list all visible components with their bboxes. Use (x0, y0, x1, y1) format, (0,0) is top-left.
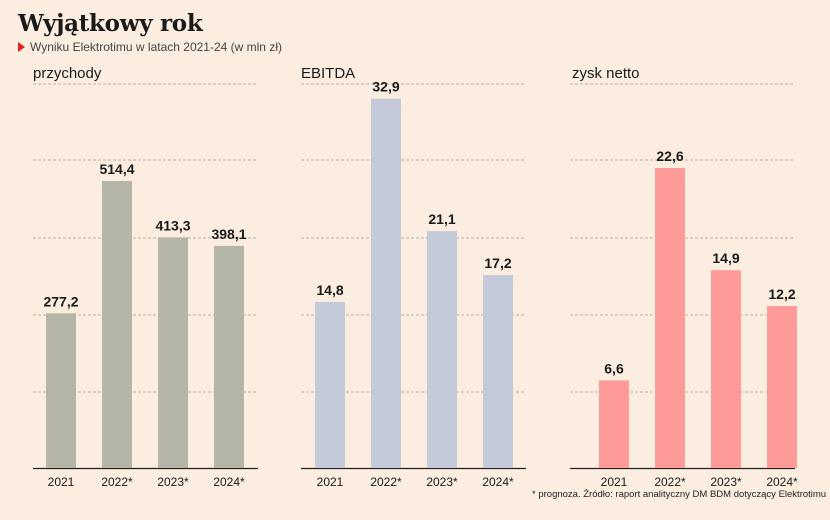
tick-label-przychody-2023: 2023* (157, 475, 189, 489)
value-label-zysk-netto-2024: 12,2 (768, 286, 795, 302)
bar-zysk-netto-2024 (767, 306, 797, 468)
value-label-ebitda-2021: 14,8 (316, 282, 343, 298)
tick-label-ebitda-2023: 2023* (426, 475, 458, 489)
value-label-ebitda-2023: 21,1 (428, 211, 455, 227)
value-label-przychody-2022: 514,4 (99, 161, 134, 177)
bar-przychody-2023 (158, 237, 188, 468)
footnote: * prognoza. Źródło: raport analityczny D… (532, 489, 827, 500)
bar-przychody-2024 (214, 245, 244, 468)
bar-przychody-2021 (46, 313, 76, 468)
tick-label-ebitda-2021: 2021 (317, 475, 344, 489)
value-label-ebitda-2024: 17,2 (484, 255, 511, 271)
tick-label-zysk-netto-2024: 2024* (766, 475, 798, 489)
tick-label-ebitda-2022: 2022* (370, 475, 402, 489)
tick-label-przychody-2021: 2021 (48, 475, 75, 489)
bar-przychody-2022 (102, 180, 132, 468)
subtitle-text: Wyniku Elektrotimu w latach 2021-24 (w m… (30, 40, 282, 54)
chart-title: Wyjątkowy rok (18, 10, 203, 37)
chart-subtitle: Wyniku Elektrotimu w latach 2021-24 (w m… (18, 40, 282, 54)
tick-label-zysk-netto-2021: 2021 (601, 475, 628, 489)
value-label-przychody-2024: 398,1 (211, 226, 246, 242)
value-label-przychody-2021: 277,2 (43, 293, 78, 309)
tick-label-zysk-netto-2022: 2022* (654, 475, 686, 489)
bar-zysk-netto-2023 (711, 270, 741, 468)
bar-zysk-netto-2022 (655, 167, 685, 468)
bar-ebitda-2024 (483, 274, 513, 468)
bar-zysk-netto-2021 (599, 380, 629, 468)
tick-label-zysk-netto-2023: 2023* (710, 475, 742, 489)
panel-title-ebitda: EBITDA (301, 65, 355, 82)
tick-label-ebitda-2024: 2024* (482, 475, 514, 489)
tick-label-przychody-2022: 2022* (101, 475, 133, 489)
value-label-zysk-netto-2021: 6,6 (604, 360, 624, 376)
value-label-ebitda-2022: 32,9 (372, 79, 399, 95)
value-label-zysk-netto-2022: 22,6 (656, 148, 683, 164)
value-label-przychody-2023: 413,3 (155, 217, 190, 233)
bar-ebitda-2023 (427, 231, 457, 468)
panel-title-przychody: przychody (33, 65, 102, 82)
tick-label-przychody-2024: 2024* (213, 475, 245, 489)
value-label-zysk-netto-2023: 14,9 (712, 250, 739, 266)
subtitle-marker-icon (18, 42, 25, 52)
bar-ebitda-2021 (315, 301, 345, 468)
panel-title-zysk-netto: zysk netto (572, 65, 640, 82)
bar-ebitda-2022 (371, 98, 401, 468)
